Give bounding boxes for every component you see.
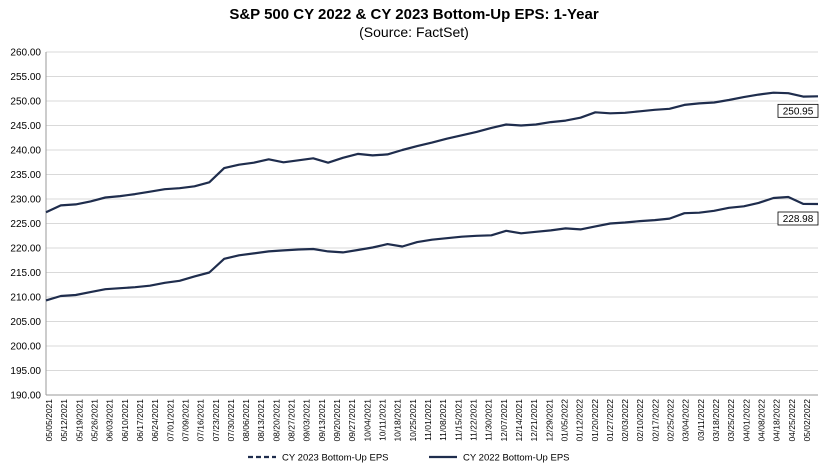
x-tick-label: 11/22/2021	[468, 399, 478, 441]
x-tick-label: 07/01/2021	[165, 399, 175, 442]
end-label-box-1	[777, 211, 819, 226]
x-tick-label: 03/04/2022	[681, 399, 691, 442]
x-tick-label: 05/26/2021	[89, 399, 99, 442]
x-tick-label: 12/07/2021	[499, 399, 509, 442]
y-tick-label: 225.00	[10, 219, 41, 230]
x-tick-label: 10/25/2021	[408, 399, 418, 442]
y-tick-label: 205.00	[10, 317, 41, 328]
x-tick-label: 02/17/2022	[650, 399, 660, 442]
end-labels: 250.95 228.98	[777, 103, 819, 226]
x-tick-label: 01/05/2022	[559, 399, 569, 442]
x-tick-label: 05/02/2022	[802, 399, 812, 442]
x-tick-label: 08/06/2021	[241, 399, 251, 442]
y-tick-label: 250.00	[10, 97, 41, 108]
x-tick-label: 04/08/2022	[757, 399, 767, 442]
y-tick-label: 235.00	[10, 170, 41, 181]
x-tick-label: 02/03/2022	[620, 399, 630, 442]
y-axis-ticks: 190.00 195.00 200.00 205.00 210.00 215.00 220.…	[10, 48, 41, 402]
legend-label-1: CY 2022 Bottom-Up EPS	[463, 453, 570, 464]
x-tick-label: 02/25/2022	[666, 399, 676, 442]
x-tick-label: 09/20/2021	[332, 399, 342, 442]
x-tick-label: 07/30/2021	[226, 399, 236, 442]
x-tick-label: 04/25/2022	[787, 399, 797, 442]
grid-layer	[45, 51, 818, 396]
x-tick-label: 01/12/2022	[575, 399, 585, 442]
y-tick-label: 240.00	[10, 146, 41, 157]
x-tick-label: 12/29/2021	[544, 399, 554, 442]
x-tick-label: 07/16/2021	[196, 399, 206, 442]
x-tick-label: 05/05/2021	[44, 399, 54, 442]
x-tick-label: 11/01/2021	[423, 399, 433, 441]
end-label-0: 250.95	[783, 106, 814, 117]
y-tick-label: 230.00	[10, 195, 41, 206]
x-tick-label: 12/14/2021	[514, 399, 524, 442]
chart-subtitle: (Source: FactSet)	[359, 24, 469, 40]
y-tick-label: 210.00	[10, 293, 41, 304]
x-tick-label: 03/11/2022	[696, 399, 706, 441]
x-tick-label: 09/27/2021	[347, 399, 357, 442]
x-tick-label: 07/09/2021	[180, 399, 190, 442]
y-tick-label: 245.00	[10, 121, 41, 132]
x-tick-label: 08/13/2021	[256, 399, 266, 442]
y-tick-label: 215.00	[10, 268, 41, 279]
x-tick-label: 01/27/2022	[605, 399, 615, 442]
x-tick-label: 10/18/2021	[393, 399, 403, 442]
y-tick-label: 220.00	[10, 244, 41, 255]
x-tick-label: 03/18/2022	[711, 399, 721, 442]
x-tick-label: 04/18/2022	[772, 399, 782, 442]
x-tick-label: 01/20/2022	[590, 399, 600, 442]
x-tick-label: 08/20/2021	[271, 399, 281, 442]
x-axis-ticks: 05/05/2021 05/12/2021 05/19/2021 05/26/2021…	[44, 399, 812, 442]
end-label-box-0	[777, 103, 819, 118]
x-tick-label: 10/11/2021	[378, 399, 388, 441]
chart-title: S&P 500 CY 2022 & CY 2023 Bottom-Up EPS:…	[229, 6, 598, 23]
series-layer	[45, 91, 819, 302]
x-tick-label: 03/25/2022	[726, 399, 736, 442]
legend-label-0: CY 2023 Bottom-Up EPS	[282, 453, 389, 464]
x-tick-label: 06/03/2021	[105, 399, 115, 442]
x-tick-label: 11/30/2021	[484, 399, 494, 441]
x-tick-label: 09/13/2021	[317, 399, 327, 442]
series-line-1	[45, 195, 819, 302]
y-tick-label: 195.00	[10, 366, 41, 377]
x-tick-label: 09/03/2021	[302, 399, 312, 442]
y-tick-label: 190.00	[10, 391, 41, 402]
x-tick-label: 11/08/2021	[438, 399, 448, 441]
x-tick-label: 11/15/2021	[453, 399, 463, 441]
x-tick-label: 10/04/2021	[362, 399, 372, 442]
x-tick-label: 06/10/2021	[120, 399, 130, 442]
end-label-1: 228.98	[783, 214, 814, 225]
x-tick-label: 02/10/2022	[635, 399, 645, 442]
x-tick-label: 06/24/2021	[150, 399, 160, 442]
x-tick-label: 07/23/2021	[211, 399, 221, 442]
y-tick-label: 255.00	[10, 72, 41, 83]
x-tick-label: 04/01/2022	[741, 399, 751, 442]
x-tick-label: 06/17/2021	[135, 399, 145, 442]
series-line-0	[45, 91, 819, 214]
x-tick-label: 08/27/2021	[287, 399, 297, 442]
legend: CY 2023 Bottom-Up EPS CY 2022 Bottom-Up E…	[248, 453, 570, 464]
x-tick-label: 12/21/2021	[529, 399, 539, 442]
y-tick-label: 260.00	[10, 48, 41, 59]
y-tick-label: 200.00	[10, 342, 41, 353]
x-tick-label: 05/12/2021	[59, 399, 69, 442]
x-tick-label: 05/19/2021	[74, 399, 84, 442]
